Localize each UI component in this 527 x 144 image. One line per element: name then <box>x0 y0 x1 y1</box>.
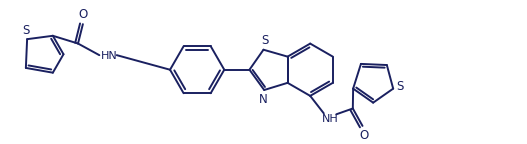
Text: O: O <box>78 8 87 21</box>
Text: S: S <box>23 24 30 37</box>
Text: N: N <box>259 93 268 106</box>
Text: NH: NH <box>322 114 338 124</box>
Text: O: O <box>360 129 369 142</box>
Text: S: S <box>396 80 404 93</box>
Text: S: S <box>261 34 268 47</box>
Text: HN: HN <box>101 51 118 61</box>
